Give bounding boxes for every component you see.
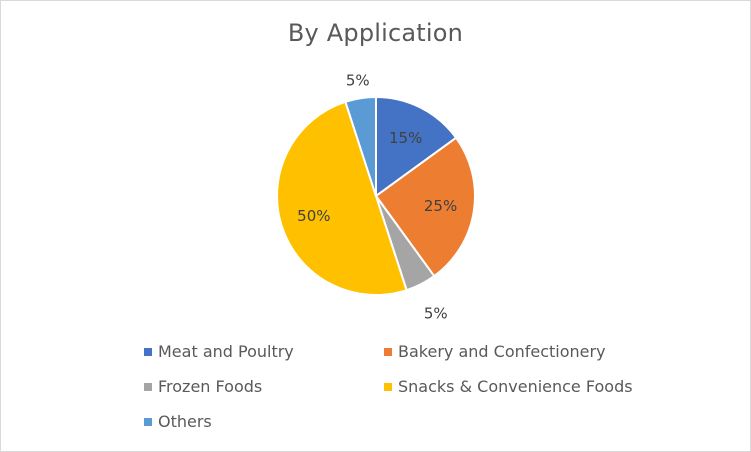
- legend-label: Others: [158, 412, 212, 431]
- legend-item-snacks-and-convenience-foods: Snacks & Convenience Foods: [384, 377, 633, 396]
- pie-slice-3: [276, 100, 408, 296]
- pie-slices: [276, 95, 476, 296]
- legend-item-meat-and-poultry: Meat and Poultry: [144, 342, 294, 361]
- legend-item-bakery-and-confectionery: Bakery and Confectionery: [384, 342, 606, 361]
- legend-label: Frozen Foods: [158, 377, 263, 396]
- legend-label: Meat and Poultry: [158, 342, 294, 361]
- data-label-2: 5%: [424, 304, 448, 322]
- pie-data-labels: 15% 25% 5% 50% 5%: [297, 72, 457, 323]
- chart-title: By Application: [287, 19, 464, 47]
- pie-slice-1: [374, 136, 476, 278]
- legend-swatch: [384, 382, 392, 391]
- data-label-0: 15%: [389, 129, 422, 147]
- legend-item-others: Others: [144, 412, 212, 431]
- legend-label: Bakery and Confectionery: [398, 342, 606, 361]
- legend-item-frozen-foods: Frozen Foods: [144, 377, 262, 396]
- data-label-3: 50%: [297, 207, 330, 225]
- pie-slice-0: [375, 95, 458, 198]
- legend-swatch: [384, 347, 392, 356]
- legend-swatch: [144, 347, 152, 356]
- data-label-1: 25%: [424, 197, 457, 215]
- pie-slice-4: [344, 95, 377, 197]
- data-label-4: 5%: [346, 72, 370, 90]
- legend-label: Snacks & Convenience Foods: [398, 377, 633, 396]
- legend-swatch: [144, 382, 152, 391]
- legend-swatch: [144, 417, 152, 426]
